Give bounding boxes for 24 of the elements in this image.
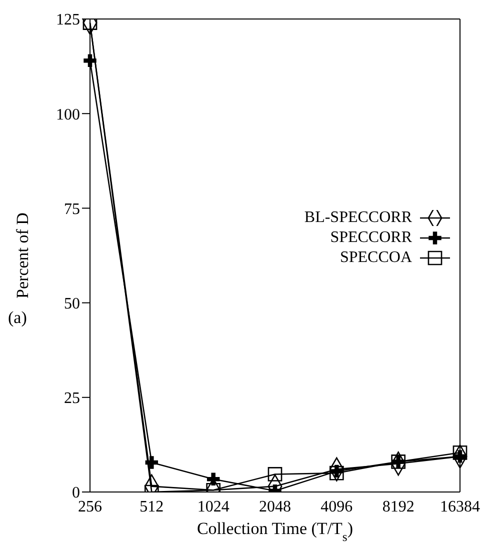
x-tick-label: 1024 — [197, 498, 230, 516]
x-tick-label: 8192 — [382, 498, 414, 516]
x-tick-label: 256 — [78, 498, 102, 516]
y-tick-label: 25 — [64, 390, 80, 408]
legend-label: BL-SPECCORR — [304, 208, 412, 228]
point — [206, 472, 220, 486]
y-axis-title: Percent of D — [13, 212, 32, 298]
point — [452, 445, 468, 460]
x-tick-label: 16384 — [440, 498, 480, 516]
y-tick-label: 100 — [56, 106, 80, 124]
y-tick-label: 50 — [64, 295, 80, 312]
y-tick-label: 125 — [56, 12, 80, 29]
text: (a) — [8, 308, 27, 328]
x-tick-label: 2048 — [259, 498, 291, 516]
y-tick-label: 0 — [72, 484, 80, 502]
x-axis-title: Collection Time (T/T$_{s}$) — [196, 519, 354, 544]
x-tick-label: 512 — [140, 498, 164, 516]
point — [268, 467, 282, 482]
legend-label: SPECCOA — [340, 248, 412, 268]
x-tick-label: 4096 — [320, 498, 353, 516]
legend-label: SPECCORR — [330, 228, 412, 248]
point — [145, 456, 158, 469]
y-tick-label: 75 — [64, 200, 80, 218]
point — [330, 466, 344, 480]
